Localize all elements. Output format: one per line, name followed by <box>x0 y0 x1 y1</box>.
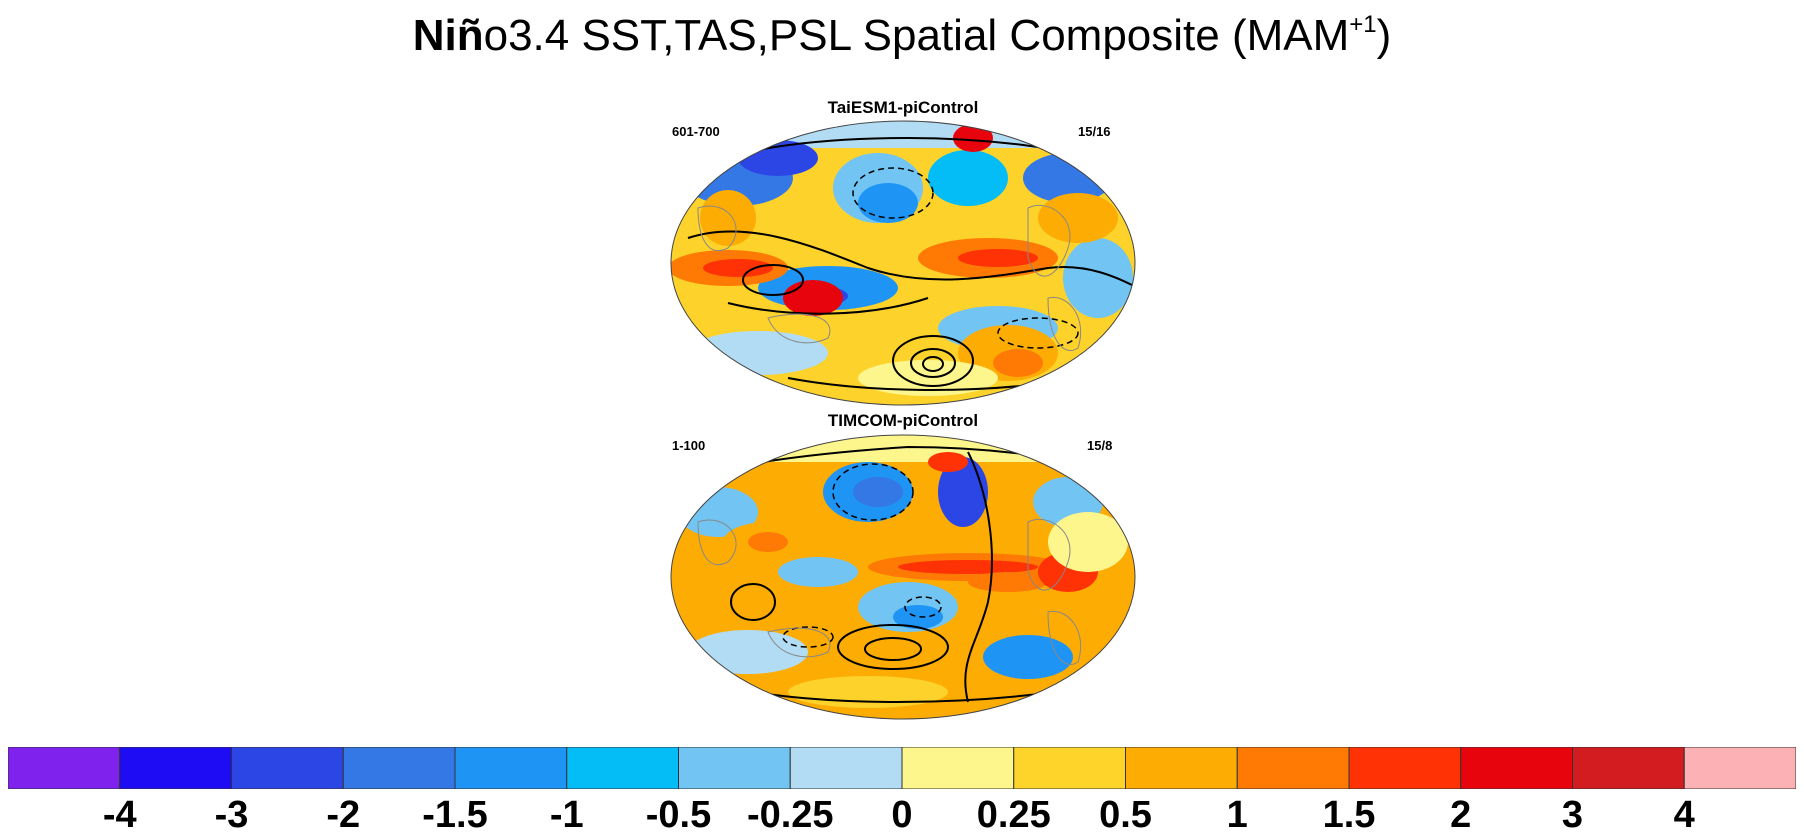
colorbar-tick-label: -0.5 <box>645 794 712 836</box>
colorbar-tick-label: 0.5 <box>1099 794 1152 836</box>
colorbar-tick-label: 0.25 <box>976 794 1051 836</box>
colorbar-swatch <box>454 747 568 789</box>
colorbar-tick-label: -3 <box>214 794 249 836</box>
panel-1-title: TaiESM1-piControl <box>827 98 979 117</box>
colorbar-swatch <box>1572 747 1685 789</box>
title-superscript: +1 <box>1349 11 1377 38</box>
panel-2-period-label: 1-100 <box>672 438 706 453</box>
colorbar-swatch <box>1125 747 1238 789</box>
colorbar-tick-label: 4 <box>1673 794 1695 836</box>
colorbar-swatch <box>789 747 903 789</box>
colorbar-tick-label: -1.5 <box>422 794 488 836</box>
colorbar-swatch <box>1460 747 1573 789</box>
colorbar-swatch <box>1348 747 1462 789</box>
colorbar-swatch <box>1013 747 1126 789</box>
colorbar-tick-label: -4 <box>102 794 137 836</box>
title-closing: ) <box>1376 11 1392 60</box>
colorbar <box>8 747 1796 789</box>
colorbar-swatch <box>901 747 1015 789</box>
colorbar-swatch <box>566 747 679 789</box>
colorbar-swatch <box>119 747 232 789</box>
colorbar-swatch <box>1683 747 1796 789</box>
colorbar-tick-label: -1 <box>549 794 584 836</box>
colorbar-tick-label: 1.5 <box>1322 794 1376 836</box>
colorbar-swatch <box>678 747 791 789</box>
colorbar-tick-label: 0 <box>891 794 913 836</box>
colorbar-swatch <box>1236 747 1350 789</box>
panel-1-map <box>670 120 1136 406</box>
colorbar-swatch <box>342 747 456 789</box>
colorbar-tick-label: -0.25 <box>746 794 834 836</box>
panel-1-count-label: 15/16 <box>1078 124 1111 139</box>
colorbar-tick-label: 3 <box>1561 794 1584 836</box>
colorbar-tick-label: 2 <box>1450 794 1472 836</box>
colorbar-tick-label: -2 <box>326 794 361 836</box>
colorbar-tick-label: 1 <box>1226 794 1248 836</box>
colorbar-swatch <box>231 747 344 789</box>
panel-2-map <box>670 434 1136 720</box>
title-main-part: o3.4 SST,TAS,PSL Spatial Composite (MAM <box>483 11 1350 60</box>
title-bold-part: Niñ <box>412 11 484 60</box>
panel-2-count-label: 15/8 <box>1087 438 1113 453</box>
figure-title: Niño3.4 SST,TAS,PSL Spatial Composite (M… <box>0 10 1804 62</box>
panel-2-title: TIMCOM-piControl <box>827 411 979 430</box>
panel-1-period-label: 601-700 <box>672 124 720 139</box>
colorbar-swatch <box>8 747 121 789</box>
